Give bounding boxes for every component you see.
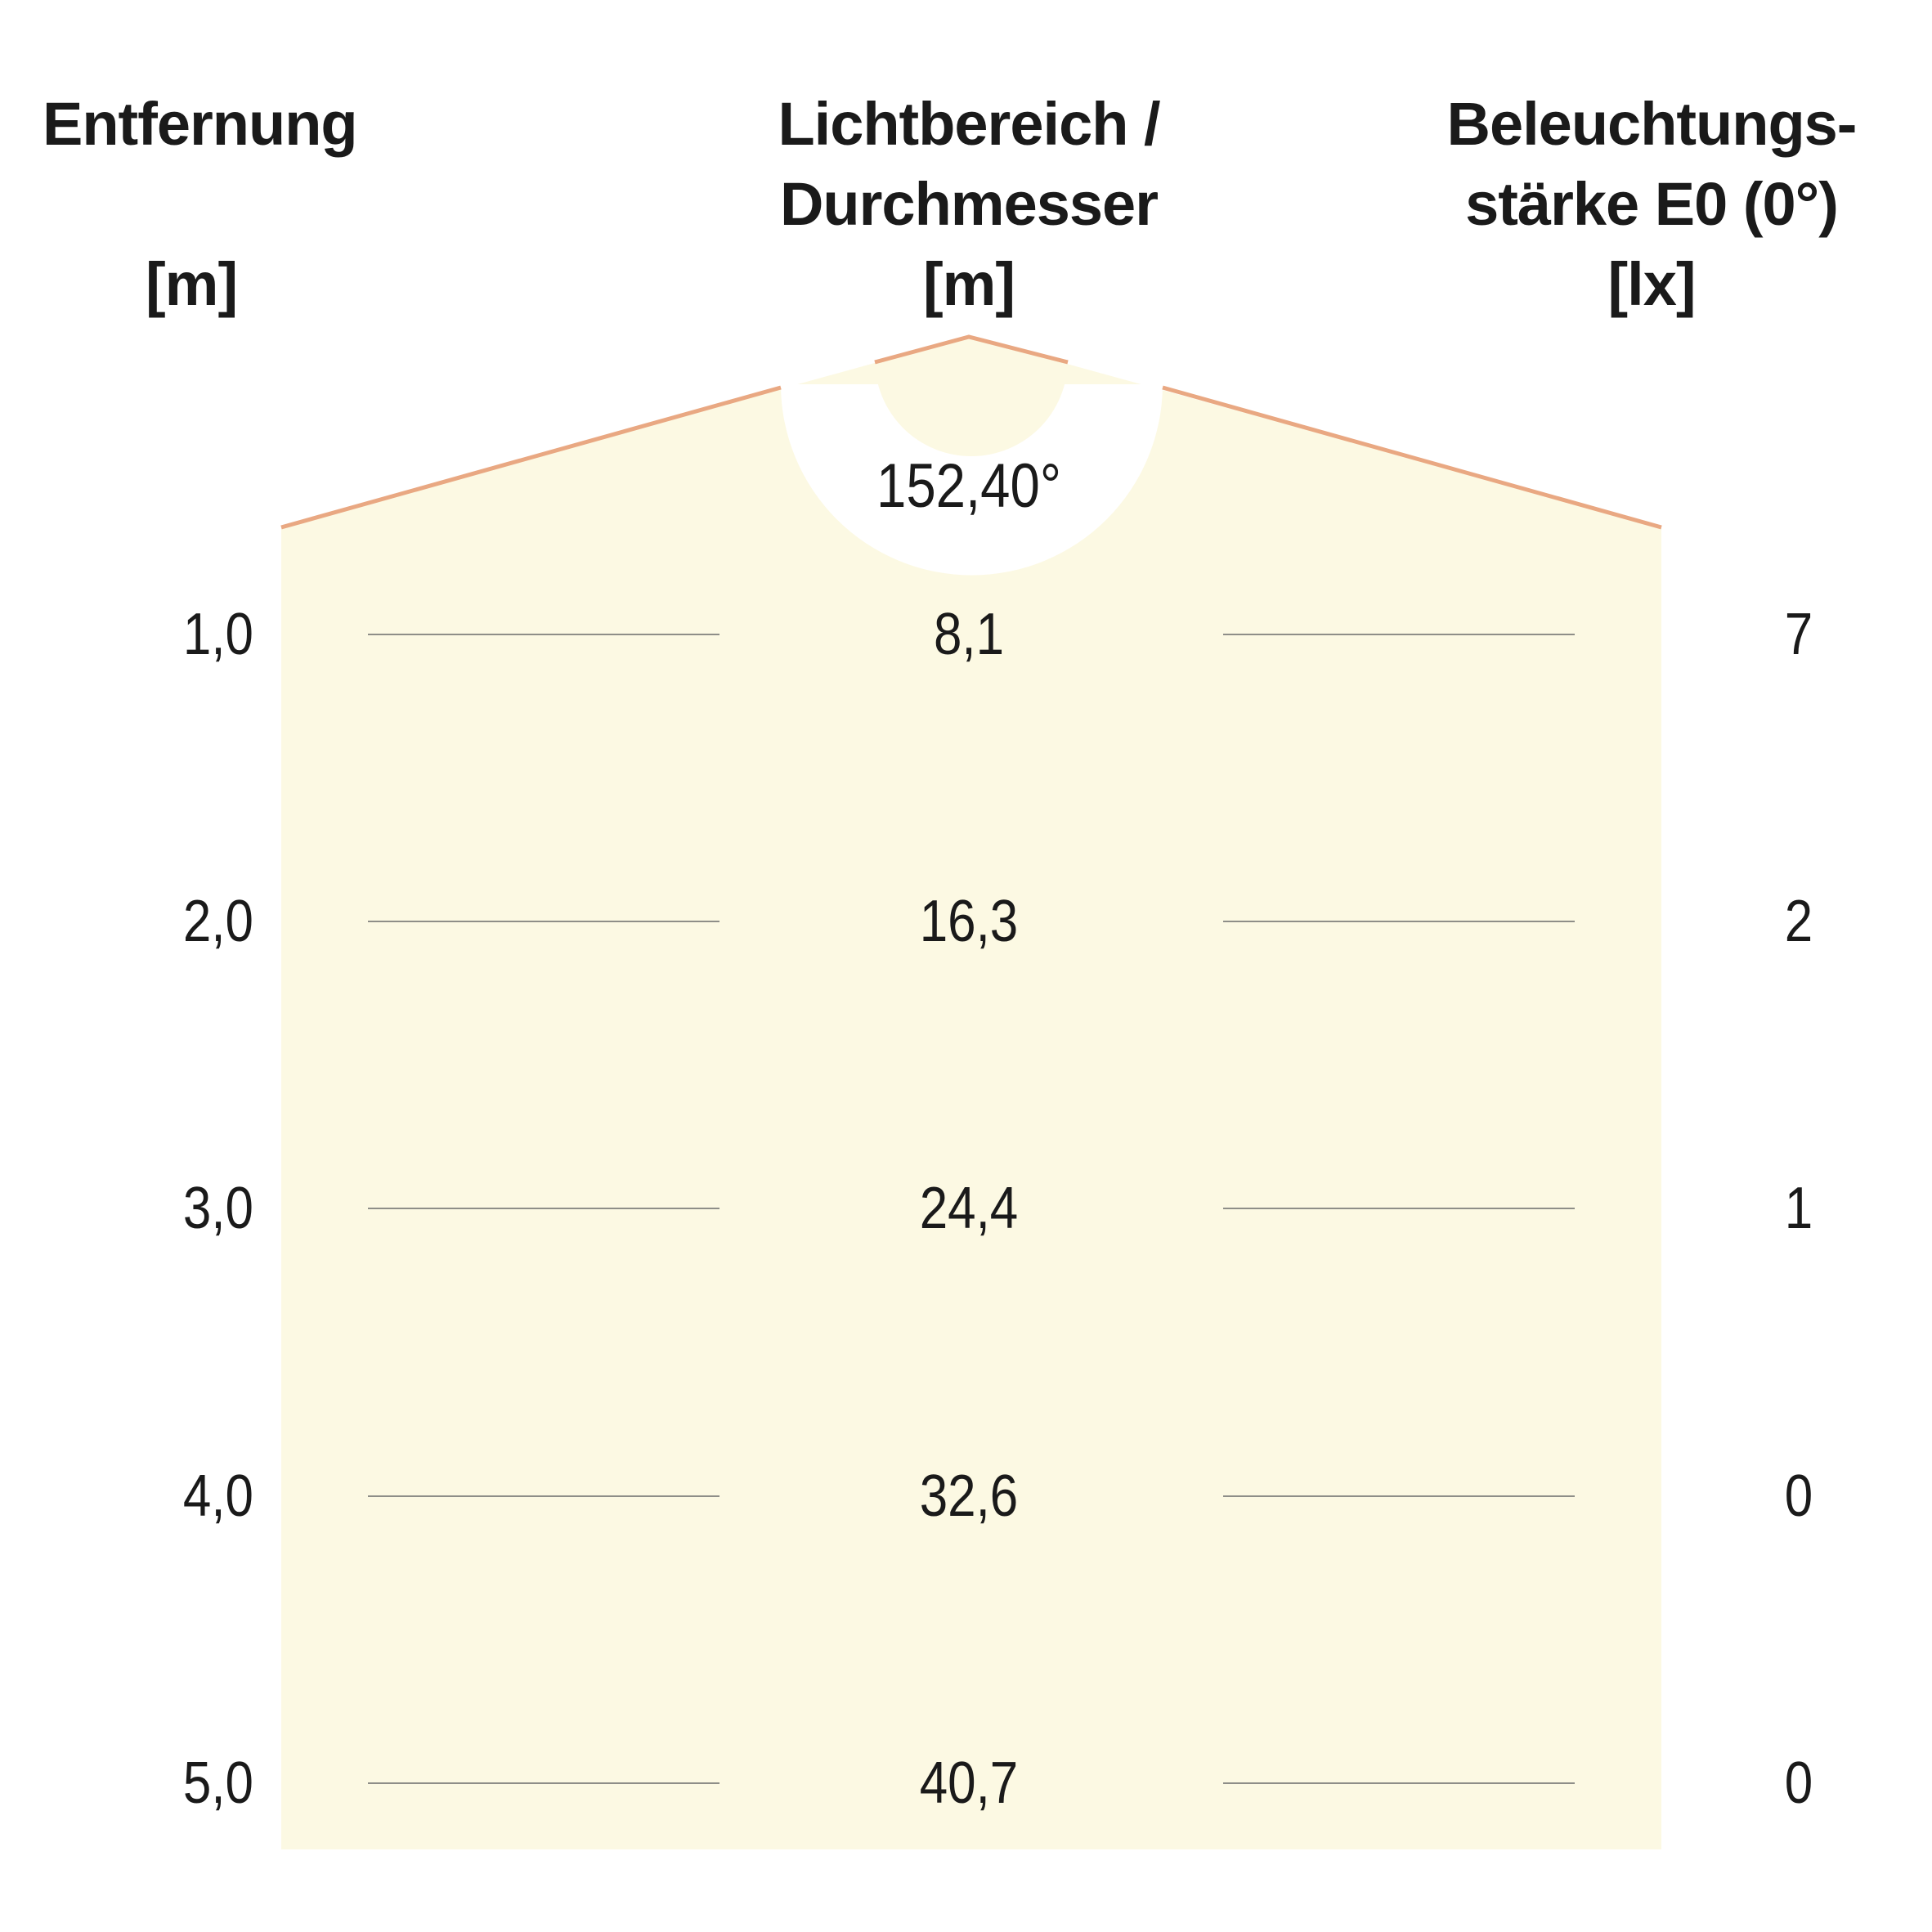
beam-angle-label: 152,40° [876, 451, 1062, 521]
diameter-header-unit: [m] [922, 250, 1015, 318]
illuminance-value: 7 [1784, 602, 1813, 667]
diameter-value: 16,3 [919, 889, 1019, 954]
distance-header-unit: [m] [146, 250, 238, 318]
illuminance-header-line2: stärke E0 (0°) [1465, 170, 1839, 238]
diameter-value: 32,6 [919, 1464, 1019, 1529]
beam-outline-right [1162, 385, 1662, 530]
diameter-value: 40,7 [919, 1750, 1019, 1816]
illuminance-value: 0 [1784, 1750, 1813, 1816]
distance-header-title: Entfernung [43, 90, 358, 158]
illuminance-header-line1: Beleuchtungs- [1446, 90, 1858, 158]
beam-fill [281, 337, 1661, 1849]
distance-value: 4,0 [182, 1464, 253, 1529]
diameter-header-line2: Durchmesser [779, 170, 1159, 238]
illuminance-value: 0 [1784, 1464, 1813, 1529]
illuminance-header-unit: [lx] [1607, 250, 1697, 318]
diameter-value: 8,1 [933, 602, 1005, 667]
distance-value: 2,0 [182, 889, 253, 954]
diameter-header-line1: Lichtbereich / [778, 90, 1160, 158]
distance-header: Entfernung [m] [43, 84, 386, 325]
distance-value: 5,0 [182, 1750, 253, 1816]
illuminance-header: Beleuchtungs- stärke E0 (0°) [lx] [1406, 84, 1897, 325]
illuminance-value: 1 [1784, 1176, 1813, 1241]
angle-cutout [781, 384, 1163, 576]
diameter-value: 24,4 [919, 1176, 1019, 1241]
distance-value: 3,0 [182, 1176, 253, 1241]
guide-lines [368, 634, 1575, 1784]
diameter-header: Lichtbereich / Durchmesser [m] [724, 84, 1214, 325]
angle-cap-fill [875, 360, 1068, 456]
beam-outline-left [280, 385, 782, 530]
beam-outline-cap [874, 334, 1069, 365]
illuminance-value: 2 [1784, 889, 1813, 954]
distance-value: 1,0 [182, 602, 253, 667]
